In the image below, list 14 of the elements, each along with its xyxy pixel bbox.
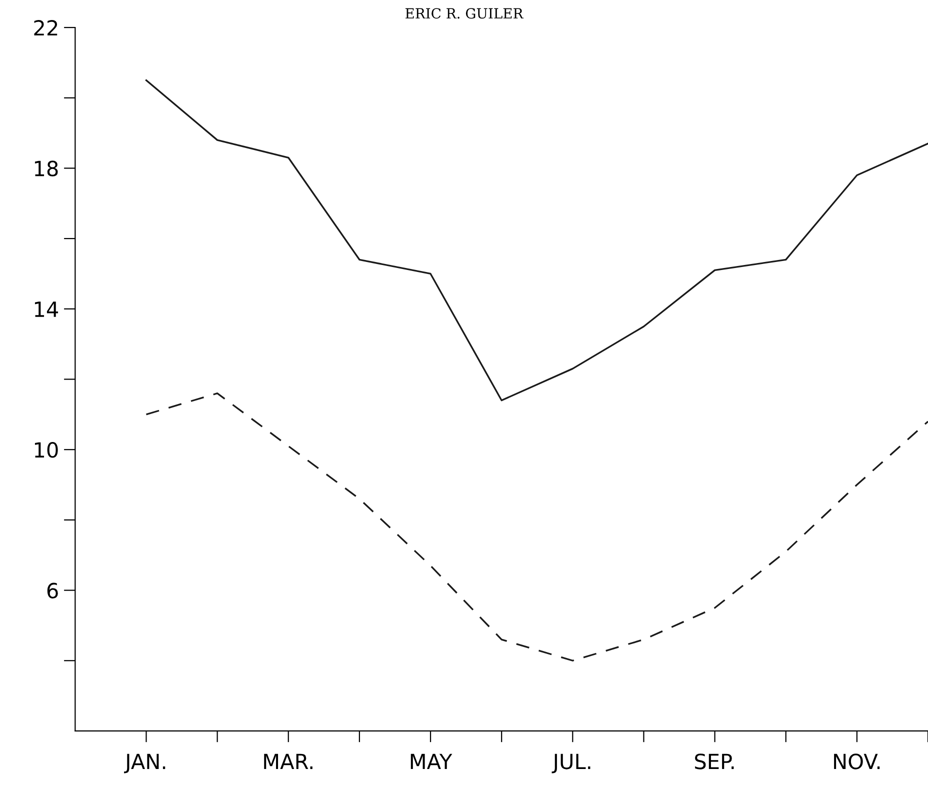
x-tick-label: SEP. [695, 754, 734, 770]
y-tick-label: 6 [47, 582, 58, 598]
x-tick-label: JUL. [552, 754, 590, 774]
y-tick-label: 14 [34, 302, 58, 317]
line-series [145, 392, 928, 662]
line-series [145, 79, 928, 402]
chart-title: ERIC R. GUILER [406, 8, 524, 19]
y-tick-label: 10 [34, 442, 58, 458]
x-tick-label: MAR. [264, 754, 312, 770]
x-tick-label: MAY [410, 754, 452, 770]
y-tick-label: 18 [34, 160, 58, 176]
x-tick-label: JAN. [124, 754, 166, 774]
x-tick-label: NOV. [834, 754, 880, 770]
y-tick-label: 22 [34, 20, 58, 36]
